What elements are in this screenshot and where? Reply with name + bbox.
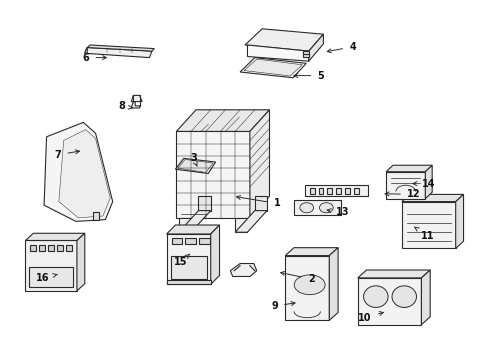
Text: 7: 7 [54, 150, 79, 160]
Text: 9: 9 [271, 301, 295, 311]
Polygon shape [358, 270, 430, 278]
Polygon shape [294, 200, 341, 215]
Polygon shape [77, 233, 85, 291]
Text: 3: 3 [190, 153, 197, 166]
Polygon shape [59, 130, 110, 218]
Text: 14: 14 [413, 179, 436, 189]
Text: 11: 11 [414, 227, 434, 241]
Polygon shape [176, 131, 250, 218]
Polygon shape [421, 270, 430, 325]
Polygon shape [131, 95, 142, 102]
Text: 10: 10 [358, 312, 383, 323]
Polygon shape [178, 159, 213, 172]
Polygon shape [211, 225, 220, 284]
Bar [199, 238, 210, 244]
Ellipse shape [294, 275, 325, 294]
Polygon shape [285, 256, 329, 320]
Polygon shape [456, 194, 464, 248]
Polygon shape [44, 122, 113, 221]
Polygon shape [175, 158, 216, 174]
Polygon shape [85, 48, 152, 58]
Polygon shape [167, 225, 220, 234]
Ellipse shape [300, 203, 314, 213]
Text: 13: 13 [327, 207, 350, 217]
Bar [327, 188, 332, 194]
Polygon shape [247, 45, 309, 61]
Polygon shape [358, 278, 421, 325]
Polygon shape [25, 240, 77, 291]
Bar [93, 212, 99, 220]
Polygon shape [131, 102, 140, 108]
Text: 1: 1 [237, 195, 280, 208]
Text: 2: 2 [281, 271, 315, 284]
Bar [354, 188, 359, 194]
Text: 4: 4 [327, 42, 356, 53]
Polygon shape [305, 185, 368, 196]
Polygon shape [240, 58, 306, 78]
Bar [198, 196, 211, 211]
Polygon shape [285, 248, 338, 256]
Polygon shape [402, 202, 456, 248]
Bar [235, 218, 247, 232]
Polygon shape [235, 211, 267, 232]
Polygon shape [176, 110, 270, 131]
Bar [179, 218, 191, 232]
Bar [167, 280, 211, 284]
Bar [66, 245, 72, 251]
Polygon shape [250, 110, 270, 218]
Ellipse shape [392, 286, 416, 307]
Text: 12: 12 [385, 189, 421, 199]
Polygon shape [87, 45, 154, 51]
Polygon shape [167, 234, 211, 284]
Text: 16: 16 [36, 273, 57, 283]
Bar [57, 245, 63, 251]
Bar [310, 188, 315, 194]
Bar [30, 245, 36, 251]
Polygon shape [303, 51, 309, 57]
Polygon shape [179, 211, 211, 232]
Bar [48, 245, 54, 251]
Bar [171, 256, 207, 279]
Polygon shape [244, 59, 302, 76]
Bar [39, 245, 45, 251]
Text: 15: 15 [173, 254, 190, 267]
Polygon shape [85, 48, 87, 53]
Bar [345, 188, 350, 194]
Bar [255, 196, 267, 211]
Ellipse shape [319, 203, 333, 213]
Bar [336, 188, 341, 194]
Ellipse shape [364, 286, 388, 307]
Polygon shape [329, 248, 338, 320]
Polygon shape [386, 172, 425, 199]
Bar [172, 238, 182, 244]
Text: 8: 8 [118, 101, 132, 111]
Polygon shape [402, 194, 464, 202]
Bar [29, 267, 73, 287]
Bar [185, 238, 196, 244]
Polygon shape [230, 264, 257, 276]
Text: 5: 5 [294, 71, 324, 81]
Polygon shape [309, 34, 323, 61]
Polygon shape [425, 165, 432, 199]
Polygon shape [25, 233, 85, 240]
Polygon shape [245, 29, 323, 51]
Bar [318, 188, 323, 194]
Text: 6: 6 [82, 53, 106, 63]
Polygon shape [386, 165, 432, 172]
